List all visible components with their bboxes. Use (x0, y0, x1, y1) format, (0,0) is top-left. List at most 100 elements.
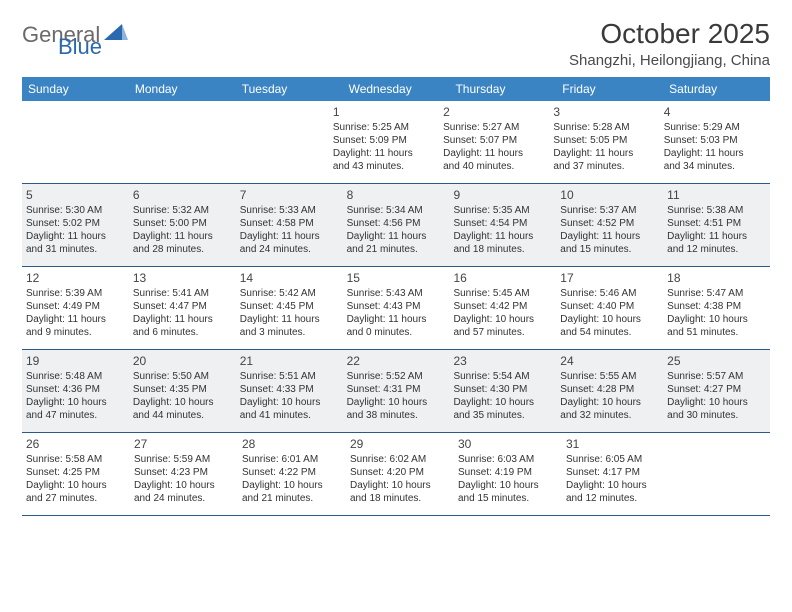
day-number: 16 (453, 271, 552, 285)
calendar-day: 28 Sunrise: 6:01 AMSunset: 4:22 PMDayligh… (238, 433, 346, 515)
calendar-day: 23 Sunrise: 5:54 AMSunset: 4:30 PMDayligh… (449, 350, 556, 432)
calendar-day-empty (227, 101, 329, 183)
month-title: October 2025 (569, 18, 770, 50)
day-details: Sunrise: 5:46 AMSunset: 4:40 PMDaylight:… (560, 287, 659, 339)
calendar-day: 9 Sunrise: 5:35 AMSunset: 4:54 PMDaylight… (449, 184, 556, 266)
weekday-header-row: SundayMondayTuesdayWednesdayThursdayFrid… (22, 77, 770, 101)
calendar-day: 17 Sunrise: 5:46 AMSunset: 4:40 PMDayligh… (556, 267, 663, 349)
day-details: Sunrise: 5:35 AMSunset: 4:54 PMDaylight:… (453, 204, 552, 256)
day-details: Sunrise: 5:58 AMSunset: 4:25 PMDaylight:… (26, 453, 126, 505)
calendar-day-empty (670, 433, 770, 515)
calendar-day: 26 Sunrise: 5:58 AMSunset: 4:25 PMDayligh… (22, 433, 130, 515)
day-number: 17 (560, 271, 659, 285)
calendar-day: 25 Sunrise: 5:57 AMSunset: 4:27 PMDayligh… (663, 350, 770, 432)
calendar: SundayMondayTuesdayWednesdayThursdayFrid… (22, 77, 770, 516)
day-number: 31 (566, 437, 666, 451)
day-details: Sunrise: 5:39 AMSunset: 4:49 PMDaylight:… (26, 287, 125, 339)
day-number: 11 (667, 188, 766, 202)
day-number: 12 (26, 271, 125, 285)
day-number: 20 (133, 354, 232, 368)
day-details: Sunrise: 6:03 AMSunset: 4:19 PMDaylight:… (458, 453, 558, 505)
calendar-day: 4 Sunrise: 5:29 AMSunset: 5:03 PMDaylight… (660, 101, 770, 183)
day-number: 23 (453, 354, 552, 368)
day-details: Sunrise: 5:45 AMSunset: 4:42 PMDaylight:… (453, 287, 552, 339)
weekday-header: Friday (556, 77, 663, 101)
calendar-day: 15Sunrise: 5:43 AMSunset: 4:43 PMDayligh… (343, 267, 450, 349)
day-details: Sunrise: 5:51 AMSunset: 4:33 PMDaylight:… (240, 370, 339, 422)
calendar-day: 8Sunrise: 5:34 AMSunset: 4:56 PMDaylight… (343, 184, 450, 266)
calendar-day: 27 Sunrise: 5:59 AMSunset: 4:23 PMDayligh… (130, 433, 238, 515)
day-details: Sunrise: 5:48 AMSunset: 4:36 PMDaylight:… (26, 370, 125, 422)
day-number: 24 (560, 354, 659, 368)
calendar-day-empty (124, 101, 226, 183)
day-details: Sunrise: 6:02 AMSunset: 4:20 PMDaylight:… (350, 453, 450, 505)
day-number: 15 (347, 271, 446, 285)
calendar-week: 12 Sunrise: 5:39 AMSunset: 4:49 PMDayligh… (22, 267, 770, 350)
day-details: Sunrise: 6:01 AMSunset: 4:22 PMDaylight:… (242, 453, 342, 505)
day-number: 29 (350, 437, 450, 451)
calendar-day: 29 Sunrise: 6:02 AMSunset: 4:20 PMDayligh… (346, 433, 454, 515)
day-details: Sunrise: 5:41 AMSunset: 4:47 PMDaylight:… (133, 287, 232, 339)
day-number: 7 (240, 188, 339, 202)
day-details: Sunrise: 5:28 AMSunset: 5:05 PMDaylight:… (553, 121, 655, 173)
weekday-header: Thursday (449, 77, 556, 101)
weekday-header: Tuesday (236, 77, 343, 101)
calendar-week: 26 Sunrise: 5:58 AMSunset: 4:25 PMDayligh… (22, 433, 770, 516)
day-details: Sunrise: 5:59 AMSunset: 4:23 PMDaylight:… (134, 453, 234, 505)
calendar-day: 10 Sunrise: 5:37 AMSunset: 4:52 PMDayligh… (556, 184, 663, 266)
day-details: Sunrise: 6:05 AMSunset: 4:17 PMDaylight:… (566, 453, 666, 505)
calendar-day: 13Sunrise: 5:41 AMSunset: 4:47 PMDayligh… (129, 267, 236, 349)
day-details: Sunrise: 5:52 AMSunset: 4:31 PMDaylight:… (347, 370, 446, 422)
day-details: Sunrise: 5:37 AMSunset: 4:52 PMDaylight:… (560, 204, 659, 256)
day-details: Sunrise: 5:34 AMSunset: 4:56 PMDaylight:… (347, 204, 446, 256)
day-details: Sunrise: 5:54 AMSunset: 4:30 PMDaylight:… (453, 370, 552, 422)
calendar-week: 5Sunrise: 5:30 AMSunset: 5:02 PMDaylight… (22, 184, 770, 267)
day-number: 19 (26, 354, 125, 368)
day-details: Sunrise: 5:25 AMSunset: 5:09 PMDaylight:… (333, 121, 435, 173)
weekday-header: Wednesday (343, 77, 450, 101)
logo: General Blue (22, 18, 130, 48)
calendar-day: 2Sunrise: 5:27 AMSunset: 5:07 PMDaylight… (439, 101, 549, 183)
day-details: Sunrise: 5:47 AMSunset: 4:38 PMDaylight:… (667, 287, 766, 339)
day-number: 6 (133, 188, 232, 202)
day-number: 14 (240, 271, 339, 285)
calendar-day: 6 Sunrise: 5:32 AMSunset: 5:00 PMDaylight… (129, 184, 236, 266)
day-details: Sunrise: 5:27 AMSunset: 5:07 PMDaylight:… (443, 121, 545, 173)
weekday-header: Sunday (22, 77, 129, 101)
day-details: Sunrise: 5:57 AMSunset: 4:27 PMDaylight:… (667, 370, 766, 422)
day-number: 25 (667, 354, 766, 368)
calendar-day: 18Sunrise: 5:47 AMSunset: 4:38 PMDayligh… (663, 267, 770, 349)
calendar-day: 19 Sunrise: 5:48 AMSunset: 4:36 PMDayligh… (22, 350, 129, 432)
calendar-day: 3 Sunrise: 5:28 AMSunset: 5:05 PMDaylight… (549, 101, 659, 183)
logo-triangle-icon (104, 24, 128, 47)
calendar-day: 1 Sunrise: 5:25 AMSunset: 5:09 PMDaylight… (329, 101, 439, 183)
day-number: 21 (240, 354, 339, 368)
day-number: 1 (333, 105, 435, 119)
logo-text-blue: Blue (58, 34, 102, 60)
day-details: Sunrise: 5:42 AMSunset: 4:45 PMDaylight:… (240, 287, 339, 339)
day-number: 26 (26, 437, 126, 451)
day-number: 3 (553, 105, 655, 119)
day-details: Sunrise: 5:32 AMSunset: 5:00 PMDaylight:… (133, 204, 232, 256)
calendar-day: 20 Sunrise: 5:50 AMSunset: 4:35 PMDayligh… (129, 350, 236, 432)
day-number: 9 (453, 188, 552, 202)
calendar-week: 19 Sunrise: 5:48 AMSunset: 4:36 PMDayligh… (22, 350, 770, 433)
weekday-header: Saturday (663, 77, 770, 101)
calendar-day: 30Sunrise: 6:03 AMSunset: 4:19 PMDayligh… (454, 433, 562, 515)
day-number: 10 (560, 188, 659, 202)
day-details: Sunrise: 5:30 AMSunset: 5:02 PMDaylight:… (26, 204, 125, 256)
calendar-day-empty (22, 101, 124, 183)
day-details: Sunrise: 5:29 AMSunset: 5:03 PMDaylight:… (664, 121, 766, 173)
weekday-header: Monday (129, 77, 236, 101)
calendar-day: 14 Sunrise: 5:42 AMSunset: 4:45 PMDayligh… (236, 267, 343, 349)
day-number: 28 (242, 437, 342, 451)
day-number: 4 (664, 105, 766, 119)
day-number: 27 (134, 437, 234, 451)
header: General Blue October 2025 Shangzhi, Heil… (22, 18, 770, 69)
calendar-week: 1 Sunrise: 5:25 AMSunset: 5:09 PMDaylight… (22, 101, 770, 184)
day-details: Sunrise: 5:50 AMSunset: 4:35 PMDaylight:… (133, 370, 232, 422)
calendar-day: 21 Sunrise: 5:51 AMSunset: 4:33 PMDayligh… (236, 350, 343, 432)
calendar-day: 11 Sunrise: 5:38 AMSunset: 4:51 PMDayligh… (663, 184, 770, 266)
day-details: Sunrise: 5:38 AMSunset: 4:51 PMDaylight:… (667, 204, 766, 256)
location: Shangzhi, Heilongjiang, China (569, 52, 770, 69)
